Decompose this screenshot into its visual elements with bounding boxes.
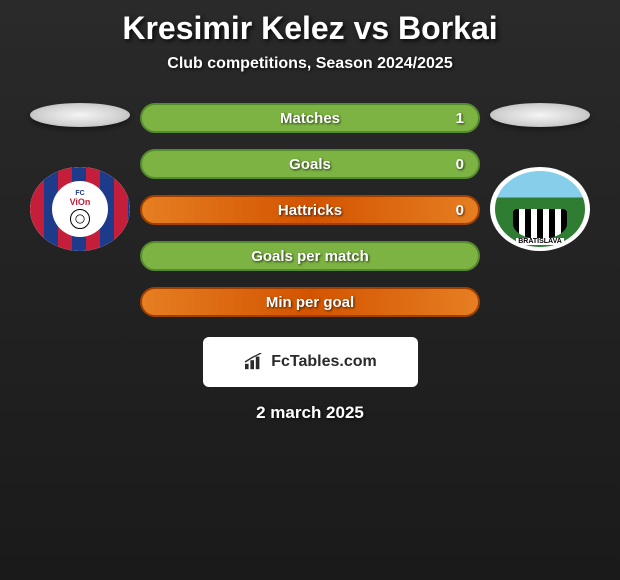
stat-bar: Matches 1 [140, 103, 480, 133]
bratislava-badge: BRATISLAVA [495, 171, 585, 247]
stat-label: Goals [289, 156, 331, 173]
infographic-container: Kresimir Kelez vs Borkai Club competitio… [0, 0, 620, 433]
stat-value-right: 1 [456, 110, 464, 127]
stat-row: Min per goal [140, 287, 480, 317]
chart-icon [243, 353, 265, 371]
stat-label: Matches [280, 110, 340, 127]
stat-bar: Min per goal [140, 287, 480, 317]
stat-row: Matches 1 [140, 103, 480, 133]
left-player-disc [30, 103, 130, 127]
page-title: Kresimir Kelez vs Borkai [122, 10, 497, 47]
stat-value-right: 0 [456, 202, 464, 219]
stat-value-right: 0 [456, 156, 464, 173]
vion-logo-text: ViOn [70, 197, 91, 207]
stat-bar: Goals 0 [140, 149, 480, 179]
stat-label: Goals per match [251, 248, 369, 265]
stat-row: Goals per match [140, 241, 480, 271]
comparison-area: FC ViOn Matches 1 Goals 0 Hattricks 0 Goals pe… [0, 103, 620, 317]
watermark-text: FcTables.com [271, 353, 377, 371]
watermark-box: FcTables.com [203, 337, 418, 387]
right-player-disc [490, 103, 590, 127]
stat-row: Hattricks 0 [140, 195, 480, 225]
left-club-logo: FC ViOn [30, 167, 130, 251]
stats-column: Matches 1 Goals 0 Hattricks 0 Goals per match M… [140, 103, 480, 317]
vion-fc-text: FC [75, 190, 84, 197]
stat-bar: Hattricks 0 [140, 195, 480, 225]
bratislava-shield-icon [513, 209, 567, 239]
left-player-column: FC ViOn [20, 103, 140, 251]
soccer-ball-icon [70, 209, 90, 229]
stat-bar: Goals per match [140, 241, 480, 271]
stat-label: Min per goal [266, 294, 354, 311]
stat-label: Hattricks [278, 202, 342, 219]
right-club-logo: BRATISLAVA [490, 167, 590, 251]
stat-row: Goals 0 [140, 149, 480, 179]
vion-badge: FC ViOn [52, 181, 108, 237]
page-subtitle: Club competitions, Season 2024/2025 [167, 55, 452, 73]
bratislava-logo-text: BRATISLAVA [516, 238, 564, 245]
date-text: 2 march 2025 [256, 403, 364, 423]
right-player-column: BRATISLAVA [480, 103, 600, 251]
